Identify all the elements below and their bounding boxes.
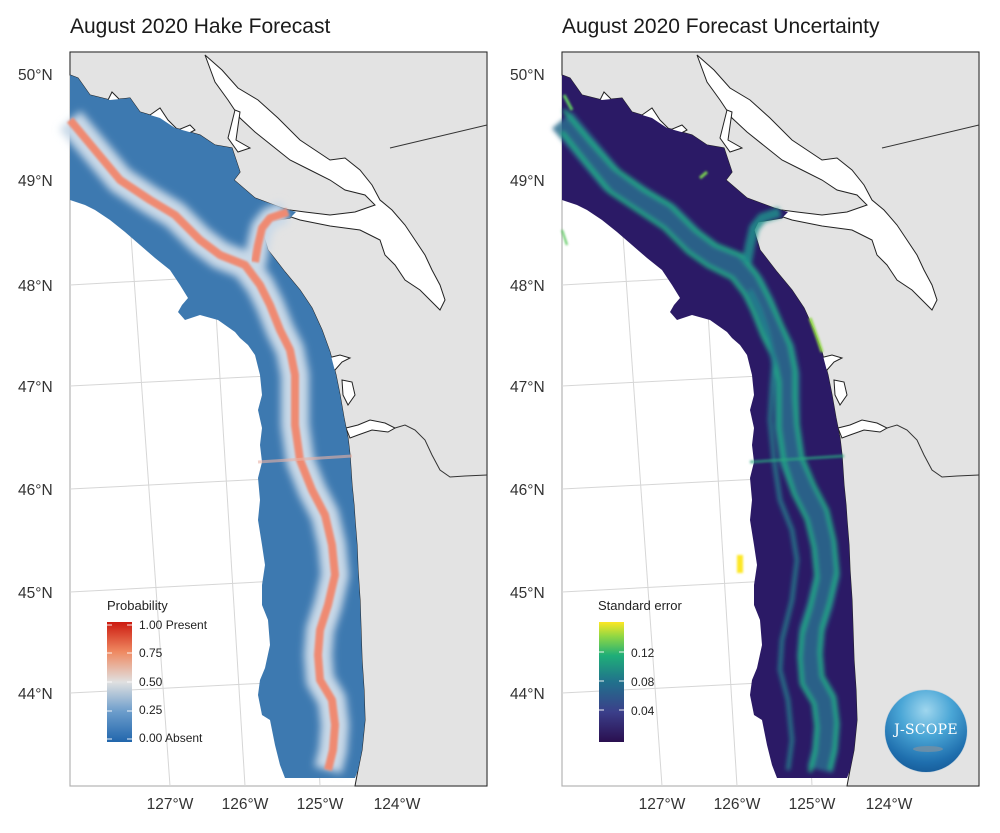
legend-label: 1.00 Present bbox=[139, 618, 208, 632]
lon-label: 127°W bbox=[638, 796, 686, 813]
lon-label: 126°W bbox=[221, 796, 269, 813]
hake-forecast-map bbox=[59, 51, 488, 787]
lat-label: 48°N bbox=[510, 278, 545, 295]
lon-label: 125°W bbox=[788, 796, 836, 813]
lat-label: 47°N bbox=[510, 379, 545, 396]
lon-label: 127°W bbox=[146, 796, 194, 813]
lat-label: 44°N bbox=[18, 686, 53, 703]
lat-label: 50°N bbox=[18, 67, 53, 84]
lat-label: 46°N bbox=[510, 482, 545, 499]
wa-or-border bbox=[886, 424, 980, 478]
high-error-edges bbox=[561, 94, 845, 573]
lon-label: 124°W bbox=[373, 796, 421, 813]
lon-label: 126°W bbox=[713, 796, 761, 813]
lat-label: 49°N bbox=[18, 173, 53, 190]
forecast-uncertainty-panel: August 2020 Forecast Uncertainty bbox=[492, 0, 992, 833]
legend-label: 0.12 bbox=[631, 646, 655, 660]
error-bands bbox=[552, 108, 840, 774]
legend-label: 0.00 Absent bbox=[139, 731, 203, 745]
us-canada-border bbox=[389, 124, 488, 149]
logo-text: J-SCOPE bbox=[894, 722, 958, 738]
lat-label: 50°N bbox=[510, 67, 545, 84]
probability-colorbar bbox=[107, 622, 132, 742]
lat-label: 49°N bbox=[510, 173, 545, 190]
lat-label: 47°N bbox=[18, 379, 53, 396]
lat-label: 48°N bbox=[18, 278, 53, 295]
lat-label: 45°N bbox=[510, 585, 545, 602]
lat-label: 45°N bbox=[18, 585, 53, 602]
panel-title: August 2020 Hake Forecast bbox=[70, 15, 331, 38]
panel-title: August 2020 Forecast Uncertainty bbox=[562, 15, 880, 38]
columbia-river bbox=[837, 419, 889, 439]
salish-sea bbox=[204, 54, 446, 311]
standard-error-colorbar bbox=[599, 622, 624, 742]
legend-label: 0.08 bbox=[631, 675, 655, 689]
legend-title: Probability bbox=[107, 598, 168, 613]
fish-icon bbox=[913, 746, 943, 752]
legend-label: 0.50 bbox=[139, 675, 163, 689]
lon-label: 125°W bbox=[296, 796, 344, 813]
lat-label: 44°N bbox=[510, 686, 545, 703]
legend-label: 0.75 bbox=[139, 646, 163, 660]
legend-label: 0.04 bbox=[631, 704, 655, 718]
legend-label: 0.25 bbox=[139, 703, 163, 717]
presence-ridge bbox=[66, 117, 353, 771]
inlet bbox=[719, 109, 744, 153]
wa-or-border bbox=[394, 424, 488, 478]
salish-sea bbox=[696, 54, 938, 311]
forecast-uncertainty-map bbox=[552, 51, 980, 787]
j-scope-logo: J-SCOPE bbox=[885, 690, 967, 772]
us-canada-border bbox=[881, 124, 980, 149]
inlet bbox=[227, 109, 252, 153]
willapa-bay bbox=[833, 379, 848, 406]
lon-label: 124°W bbox=[865, 796, 913, 813]
legend-title: Standard error bbox=[598, 598, 682, 613]
hake-forecast-panel: August 2020 Hake Forecast bbox=[70, 15, 331, 38]
columbia-river bbox=[345, 419, 397, 439]
lat-label: 46°N bbox=[18, 482, 53, 499]
willapa-bay bbox=[341, 379, 356, 406]
